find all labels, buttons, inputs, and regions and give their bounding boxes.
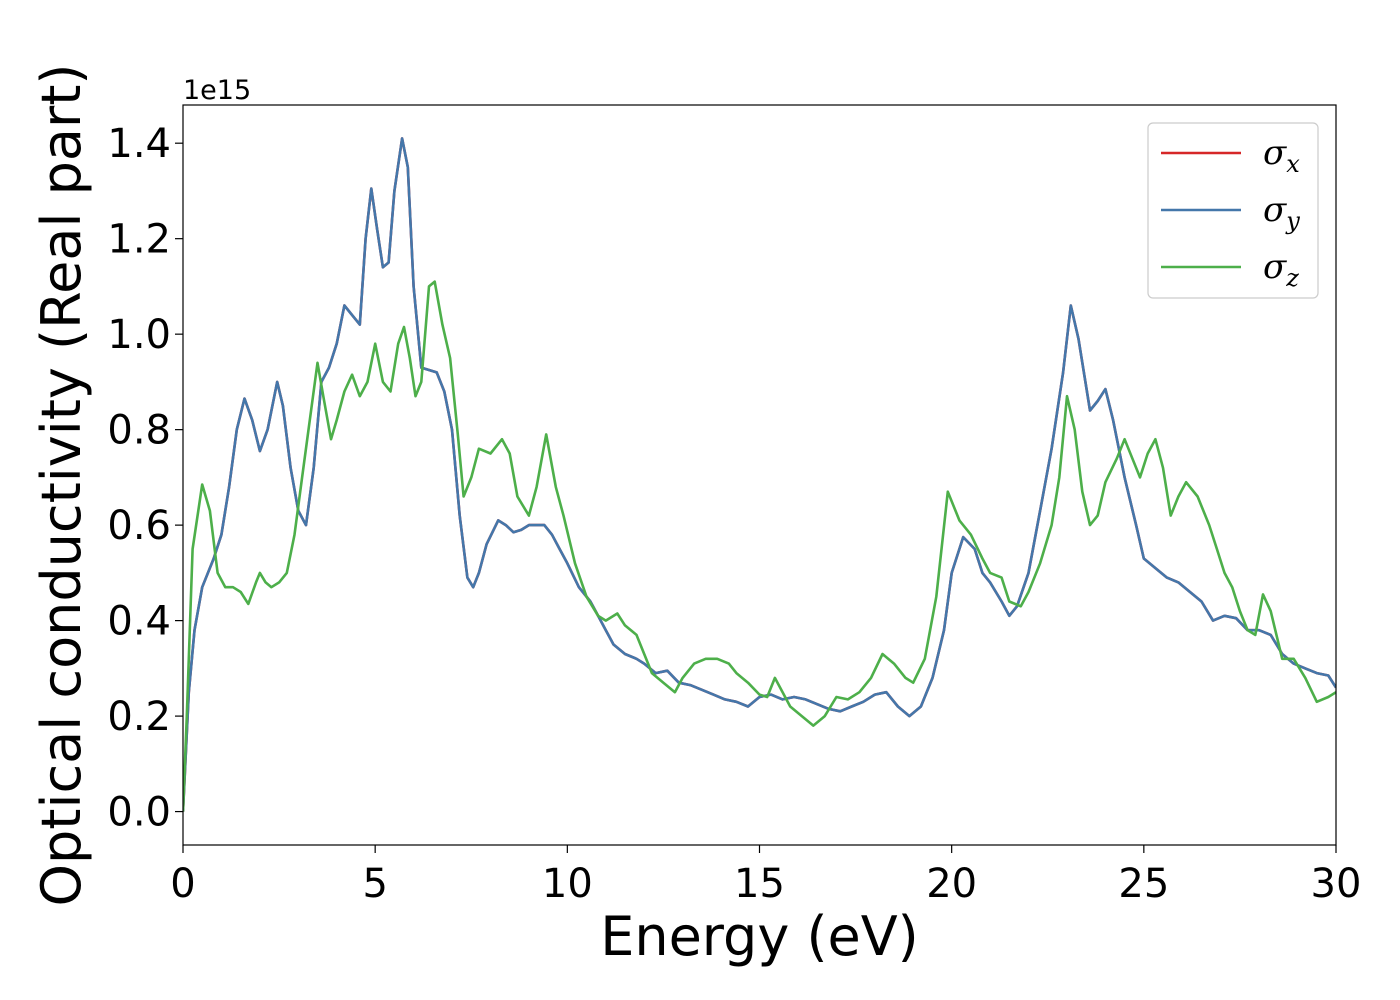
- x-tick-label: 0: [170, 861, 195, 907]
- x-tick-label: 10: [542, 861, 593, 907]
- series-line-y: [183, 137, 1336, 812]
- series-line-z: [183, 280, 1336, 812]
- y-tick-label: 1.0: [107, 312, 171, 358]
- y-tick-label: 0.6: [107, 503, 171, 549]
- legend-label-x: σx: [1263, 133, 1300, 178]
- x-tick-label: 15: [734, 861, 785, 907]
- legend-label-z: σz: [1263, 247, 1299, 292]
- x-tick-label: 20: [926, 861, 977, 907]
- y-axis-title: Optical conductivity (Real part): [30, 64, 93, 907]
- y-tick-label: 0.4: [107, 599, 171, 645]
- y-tick-label: 1.2: [107, 217, 171, 263]
- x-tick-label: 25: [1118, 861, 1169, 907]
- x-axis-ticks: 0 5 10 15 20 25 30: [170, 845, 1361, 907]
- legend-subscript: y: [1285, 207, 1300, 235]
- legend-subscript: z: [1285, 264, 1299, 292]
- legend-symbol: σ: [1263, 247, 1287, 287]
- legend-subscript: x: [1286, 150, 1300, 178]
- x-axis-title: Energy (eV): [600, 905, 919, 968]
- y-tick-label: 0.8: [107, 408, 171, 454]
- x-tick-label: 30: [1311, 861, 1362, 907]
- x-tick-label: 5: [362, 861, 387, 907]
- y-axis-ticks: 0.0 0.2 0.4 0.6 0.8 1.0 1.2 1.4: [107, 121, 183, 836]
- y-tick-label: 1.4: [107, 121, 171, 167]
- series-lines: [183, 137, 1336, 812]
- y-offset-label: 1e15: [183, 75, 251, 106]
- legend-symbol: σ: [1263, 133, 1287, 173]
- y-tick-label: 0.0: [107, 790, 171, 836]
- legend-label-y: σy: [1263, 190, 1300, 235]
- y-tick-label: 0.2: [107, 694, 171, 740]
- legend-symbol: σ: [1263, 190, 1287, 230]
